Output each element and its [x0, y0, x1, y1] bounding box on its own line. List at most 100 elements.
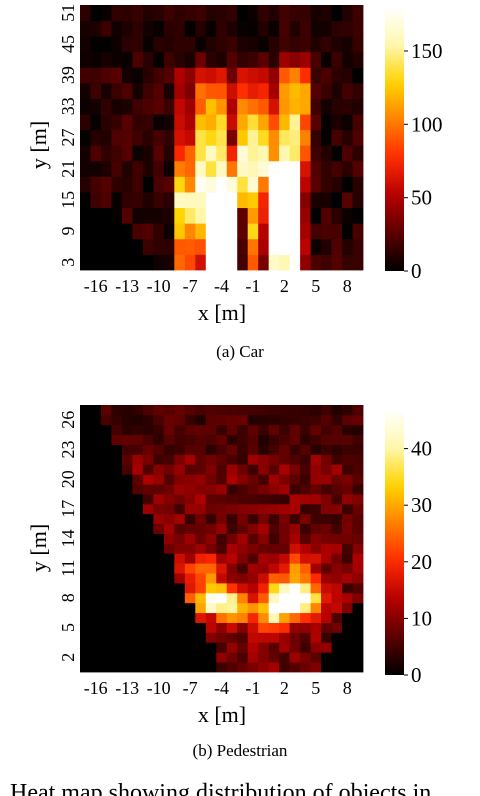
heatmap-cell	[100, 642, 112, 653]
heatmap-cell	[321, 583, 332, 594]
heatmap-cell	[153, 464, 165, 475]
heatmap-cell	[163, 238, 175, 255]
heatmap-cell	[100, 622, 112, 633]
y-tick-label: 2	[58, 653, 78, 662]
heatmap-cell	[310, 553, 322, 564]
heatmap-cell	[174, 176, 186, 193]
heatmap-cell	[226, 82, 238, 99]
heatmap-cell	[195, 484, 207, 495]
heatmap-cell	[279, 223, 291, 240]
heatmap-cell	[205, 129, 217, 146]
heatmap-cell	[310, 543, 322, 554]
heatmap-cell	[300, 223, 311, 240]
heatmap-cell	[331, 414, 343, 426]
heatmap-cell	[342, 67, 353, 84]
heatmap-cell	[111, 51, 123, 68]
heatmap-cell	[174, 503, 186, 515]
heatmap-cell	[247, 652, 259, 663]
heatmap-cell	[80, 464, 91, 475]
heatmap-cell	[321, 543, 332, 554]
heatmap-cell	[205, 36, 217, 53]
heatmap-cell	[258, 573, 270, 584]
heatmap-cell	[174, 513, 186, 525]
heatmap-cell	[321, 51, 332, 68]
heatmap-cell	[258, 513, 270, 525]
heatmap-cell	[184, 454, 196, 465]
heatmap-cell	[237, 523, 249, 534]
heatmap-cell	[153, 563, 165, 574]
heatmap-cell	[163, 454, 175, 465]
heatmap-cell	[300, 583, 311, 594]
heatmap-cell	[321, 632, 332, 643]
heatmap-cell	[289, 583, 301, 594]
heatmap-cell	[153, 454, 165, 465]
heatmap-cell	[184, 192, 196, 209]
heatmap-cell	[258, 145, 270, 162]
heatmap-cell	[331, 612, 343, 623]
heatmap-cell	[174, 36, 186, 53]
heatmap-cell	[300, 405, 311, 416]
heatmap-cell	[90, 602, 102, 614]
heatmap-cell	[300, 434, 311, 445]
heatmap-cell	[279, 602, 291, 614]
heatmap-cell	[268, 632, 280, 643]
heatmap-cell	[100, 523, 112, 534]
heatmap-cell	[153, 602, 165, 614]
heatmap-cell	[258, 207, 270, 224]
heatmap-cell	[258, 129, 270, 146]
heatmap-cell	[342, 573, 353, 584]
heatmap-cell	[310, 444, 322, 455]
heatmap-cell	[80, 563, 91, 574]
heatmap-cell	[184, 543, 196, 554]
heatmap-cell	[80, 67, 91, 84]
heatmap-cell	[205, 513, 217, 525]
heatmap-cell	[237, 405, 249, 416]
heatmap-cell	[195, 503, 207, 515]
heatmap-cell	[310, 602, 322, 614]
heatmap-cell	[90, 573, 102, 584]
x-tick-label: -10	[147, 276, 171, 296]
heatmap-cell	[342, 602, 353, 614]
heatmap-cell	[289, 494, 301, 505]
heatmap-cell	[226, 444, 238, 455]
heatmap-cell	[195, 223, 207, 240]
heatmap-cell	[237, 652, 249, 663]
heatmap-cell	[216, 434, 228, 445]
heatmap-cell	[226, 543, 238, 554]
heatmap-cell	[216, 444, 228, 455]
heatmap-cell	[111, 523, 123, 534]
heatmap-cell	[342, 5, 353, 21]
heatmap-cell	[300, 523, 311, 534]
heatmap-cell	[310, 513, 322, 525]
heatmap-cell	[195, 51, 207, 68]
heatmap-cell	[121, 20, 133, 37]
heatmap-cell	[279, 662, 291, 673]
heatmap-cell	[184, 573, 196, 584]
heatmap-cell	[195, 543, 207, 554]
heatmap-cell	[153, 543, 165, 554]
heatmap-cell	[258, 36, 270, 53]
heatmap-cell	[237, 602, 249, 614]
heatmap-cell	[300, 563, 311, 574]
heatmap-cell	[331, 82, 343, 99]
heatmap-cell	[111, 612, 123, 623]
heatmap-cell	[279, 36, 291, 53]
heatmap-cell	[142, 642, 154, 653]
heatmap-cell	[268, 583, 280, 594]
heatmap-cell	[310, 563, 322, 574]
heatmap-cell	[163, 513, 175, 525]
heatmap-cell	[247, 494, 259, 505]
heatmap-cell	[310, 484, 322, 495]
heatmap-cell	[237, 662, 249, 673]
heatmap-cell	[174, 454, 186, 465]
heatmap-cell	[195, 533, 207, 544]
heatmap-cell	[111, 513, 123, 525]
heatmap-cell	[111, 444, 123, 455]
heatmap-cell	[268, 444, 280, 455]
heatmap-cell	[174, 5, 186, 21]
car-x-axis-label: x [m]	[198, 300, 246, 325]
heatmap-cell	[331, 642, 343, 653]
pedestrian-y-axis-label: y [m]	[26, 524, 51, 572]
heatmap-cell	[184, 563, 196, 574]
heatmap-cell	[163, 176, 175, 193]
